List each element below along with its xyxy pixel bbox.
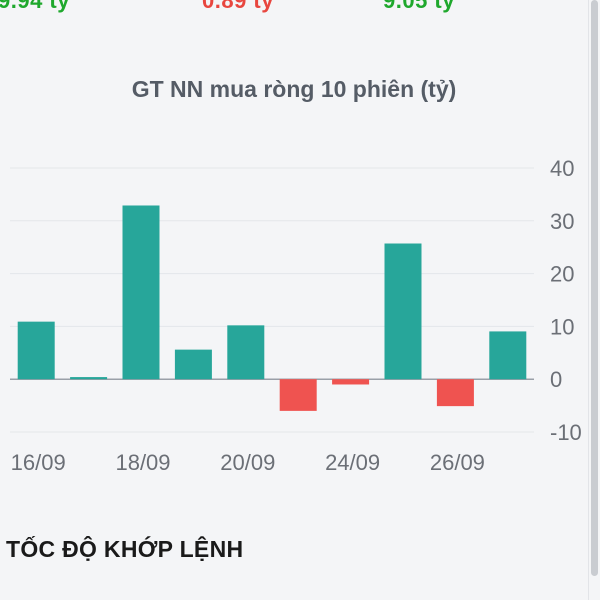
chart-title: GT NN mua ròng 10 phiên (tỷ) [131, 76, 457, 102]
stat-sell-value: 0.89 tỷ [202, 0, 274, 13]
section-title-match-speed: TỐC ĐỘ KHỚP LỆNH [6, 536, 244, 562]
x-tick-label: 20/09 [220, 450, 275, 475]
x-tick-label: 24/09 [325, 450, 380, 475]
scrollbar[interactable] [588, 0, 600, 600]
y-tick-label: -10 [550, 420, 582, 445]
scrollbar-thumb[interactable] [591, 0, 598, 576]
bar-16-09 [17, 321, 55, 380]
x-tick-label: 26/09 [430, 450, 485, 475]
y-tick-label: 10 [550, 314, 574, 339]
bar-20-09 [227, 325, 265, 380]
y-tick-label: 20 [550, 262, 574, 287]
bar-27-09 [489, 331, 527, 380]
x-tick-label: 16/09 [11, 450, 66, 475]
bar-19-09 [174, 349, 212, 380]
stat-buy-value: 9.94 tỷ [0, 0, 70, 13]
bar-26-09 [436, 379, 474, 407]
y-tick-label: 0 [550, 367, 562, 392]
x-tick-label: 18/09 [115, 450, 170, 475]
bar-18-09 [122, 205, 160, 380]
net-buy-bar-chart: 40 30 20 10 0 -10 16/09 18/09 20/09 24/09 26/09 [10, 156, 582, 475]
bar-24-09 [332, 379, 370, 385]
bar-23-09 [279, 379, 317, 411]
bar-25-09 [384, 243, 422, 380]
y-tick-label: 40 [550, 156, 574, 181]
stat-net-value: 9.05 tỷ [383, 0, 455, 13]
bar-17-09 [70, 377, 108, 380]
summary-stats: 9.94 tỷ 0.89 tỷ 9.05 tỷ [0, 0, 588, 18]
y-tick-label: 30 [550, 209, 574, 234]
